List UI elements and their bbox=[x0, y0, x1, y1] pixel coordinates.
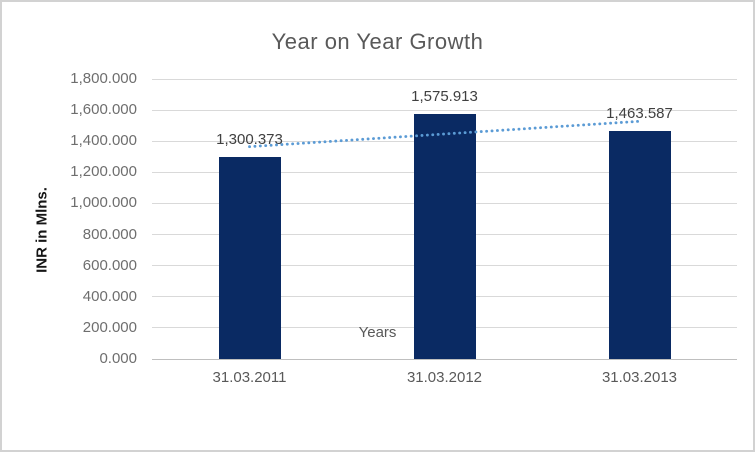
x-category-label: 31.03.2011 bbox=[212, 369, 287, 386]
y-tick-label: 1,000.000 bbox=[70, 194, 137, 212]
x-category-label: 31.03.2012 bbox=[406, 369, 483, 386]
bar bbox=[413, 113, 476, 359]
gridline bbox=[152, 109, 737, 111]
gridline bbox=[152, 358, 737, 360]
gridline bbox=[152, 78, 737, 80]
y-tick-label: 1,200.000 bbox=[70, 163, 137, 181]
y-tick-label: 600.000 bbox=[82, 256, 137, 274]
y-tick-label: 1,400.000 bbox=[70, 132, 137, 150]
y-tick-label: 400.000 bbox=[82, 287, 137, 305]
chart-title: Year on Year Growth bbox=[271, 29, 484, 54]
plot-area: 1,300.373 31.03.2011 1,575.913 31.03.2012 1,… bbox=[152, 78, 737, 386]
y-tick-label: 0.000 bbox=[99, 350, 137, 367]
bar bbox=[608, 131, 671, 359]
y-tick-label: 1,800.000 bbox=[70, 70, 137, 87]
y-tick-label: 800.000 bbox=[82, 225, 137, 243]
bar-value-label: 1,300.373 bbox=[216, 130, 283, 148]
bar bbox=[218, 156, 281, 359]
y-tick-label: 200.000 bbox=[82, 318, 137, 336]
x-category-label: 31.03.2013 bbox=[601, 369, 678, 386]
x-axis-title: Years bbox=[358, 324, 397, 341]
y-tick-label: 1,600.000 bbox=[70, 101, 137, 119]
bar-value-label: 1,575.913 bbox=[411, 87, 478, 105]
bar-value-label: 1,463.587 bbox=[606, 105, 673, 123]
